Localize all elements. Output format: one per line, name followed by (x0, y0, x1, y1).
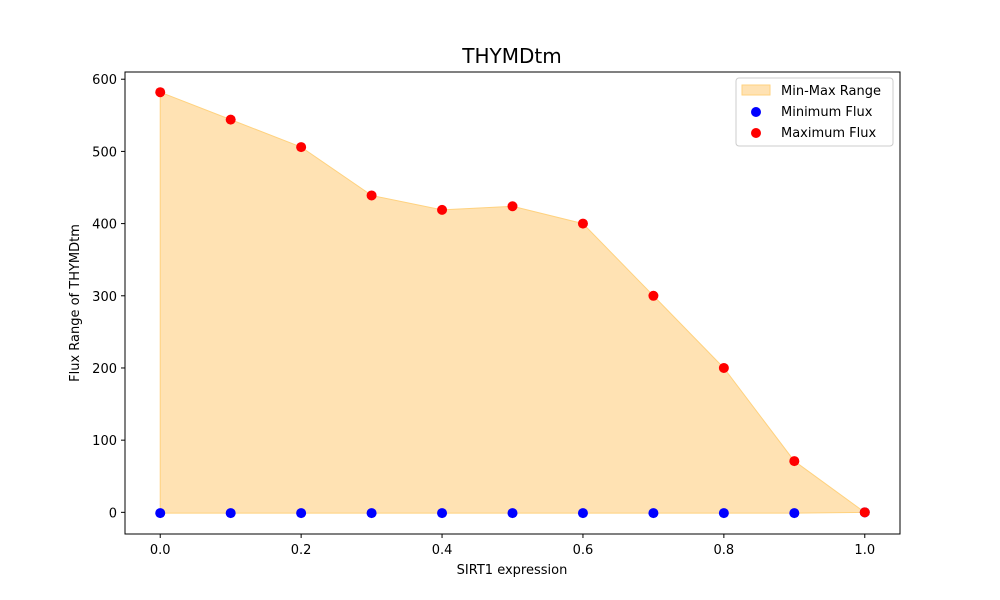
y-tick-label: 0 (109, 506, 117, 521)
x-tick-label: 0.0 (150, 543, 171, 558)
minimum-flux-point (648, 508, 659, 519)
legend-label-min-max-range: Min-Max Range (781, 84, 881, 99)
legend-label-maximum-flux: Maximum Flux (781, 126, 877, 141)
legend: Min-Max Range Minimum Flux Maximum Flux (735, 77, 894, 147)
legend-label-minimum-flux: Minimum Flux (781, 105, 873, 120)
legend-marker-minimum-flux (751, 107, 761, 117)
y-tick-label: 600 (92, 73, 117, 88)
maximum-flux-point (296, 142, 307, 153)
x-tick-label: 0.6 (573, 543, 594, 558)
plot-area (155, 87, 870, 519)
x-tick-label: 0.8 (714, 543, 735, 558)
legend-box (735, 77, 894, 147)
maximum-flux-point (366, 190, 377, 201)
x-axis: 0.0 0.2 0.4 0.6 0.8 1.0 (150, 534, 875, 558)
minimum-flux-point (789, 508, 800, 519)
min-max-range-area (159, 91, 867, 514)
minimum-flux-point (437, 508, 448, 519)
maximum-flux-point (577, 218, 588, 229)
maximum-flux-point (859, 507, 870, 518)
y-tick-label: 300 (92, 290, 117, 305)
y-axis: 0 100 200 300 400 500 600 (92, 73, 125, 521)
maximum-flux-point (225, 114, 236, 125)
minimum-flux-point (296, 508, 307, 519)
legend-marker-maximum-flux (751, 128, 761, 138)
maximum-flux-point (789, 456, 800, 467)
maximum-flux-point (507, 201, 518, 212)
maximum-flux-point (155, 87, 166, 98)
maximum-flux-point (437, 204, 448, 215)
chart-title: THYMDtm (461, 44, 561, 68)
maximum-flux-point (718, 362, 729, 373)
x-tick-label: 0.2 (291, 543, 312, 558)
y-tick-label: 200 (92, 362, 117, 377)
y-tick-label: 500 (92, 145, 117, 160)
minimum-flux-point (507, 508, 518, 519)
minimum-flux-point (155, 508, 166, 519)
minimum-flux-point (366, 508, 377, 519)
y-tick-label: 100 (92, 434, 117, 449)
y-axis-label: Flux Range of THYMDtm (68, 224, 83, 382)
minimum-flux-point (225, 508, 236, 519)
maximum-flux-point (648, 290, 659, 301)
legend-swatch-min-max-range (741, 84, 771, 96)
minimum-flux-point (577, 508, 588, 519)
x-tick-label: 1.0 (854, 543, 875, 558)
x-tick-label: 0.4 (432, 543, 453, 558)
axes-frame (124, 71, 901, 535)
y-tick-label: 400 (92, 218, 117, 233)
minimum-flux-point (718, 508, 729, 519)
x-axis-label: SIRT1 expression (457, 563, 568, 578)
